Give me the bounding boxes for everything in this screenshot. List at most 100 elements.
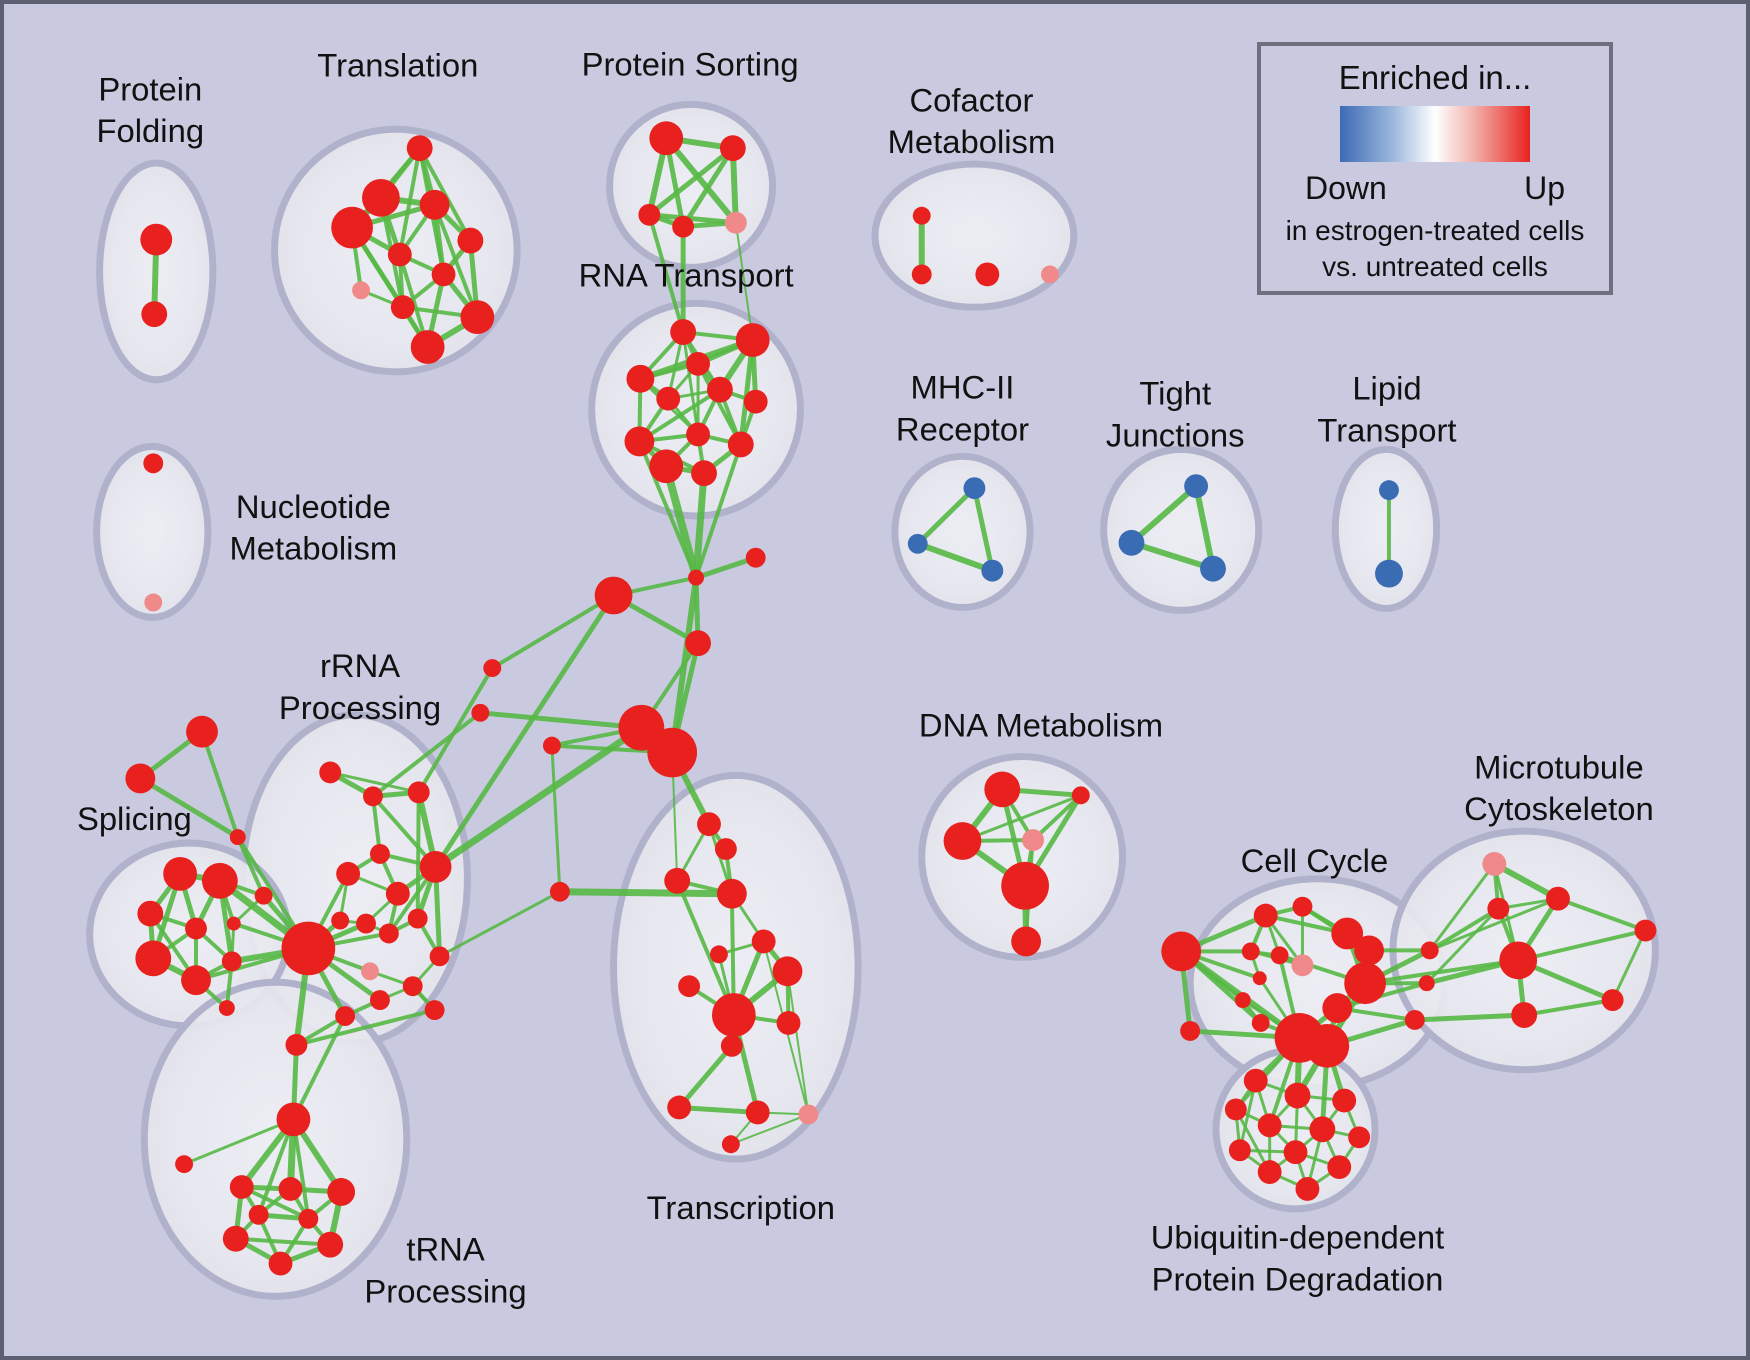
node-tr2[interactable]	[362, 178, 400, 217]
node-dm5[interactable]	[1001, 861, 1049, 910]
node-s10[interactable]	[218, 1000, 235, 1017]
node-cch2[interactable]	[1305, 1023, 1350, 1068]
node-tr1[interactable]	[406, 135, 433, 162]
node-tc4[interactable]	[222, 1225, 249, 1252]
node-lt1[interactable]	[1379, 480, 1399, 501]
node-j1[interactable]	[688, 569, 705, 586]
node-tr8[interactable]	[352, 281, 370, 300]
node-mt4[interactable]	[1511, 1002, 1538, 1028]
node-r5[interactable]	[336, 861, 361, 886]
node-r6[interactable]	[385, 881, 410, 906]
node-s7[interactable]	[221, 951, 242, 972]
node-tr6[interactable]	[387, 242, 412, 267]
node-mt3[interactable]	[1499, 941, 1538, 980]
node-na[interactable]	[483, 659, 502, 678]
node-rt3[interactable]	[626, 364, 655, 393]
node-jm[interactable]	[685, 630, 711, 657]
node-u8[interactable]	[1228, 1139, 1251, 1162]
node-tj2[interactable]	[1118, 529, 1145, 556]
node-k3[interactable]	[1404, 1010, 1425, 1030]
node-r10[interactable]	[407, 908, 428, 929]
node-tx8[interactable]	[711, 993, 756, 1037]
node-pf1[interactable]	[140, 223, 173, 256]
node-lt2[interactable]	[1375, 559, 1403, 588]
node-mt6[interactable]	[1634, 919, 1657, 942]
node-s5[interactable]	[226, 916, 241, 931]
node-tc7[interactable]	[248, 1204, 269, 1225]
node-rt12[interactable]	[691, 460, 717, 487]
node-tc8[interactable]	[298, 1208, 319, 1229]
node-cc1[interactable]	[1253, 903, 1278, 928]
node-dm3[interactable]	[943, 822, 982, 860]
node-cc10[interactable]	[1234, 992, 1251, 1009]
node-rc[interactable]	[285, 1033, 308, 1056]
node-tx4[interactable]	[716, 878, 747, 909]
node-s4[interactable]	[185, 917, 207, 940]
node-tr9[interactable]	[390, 295, 415, 320]
node-rt11[interactable]	[649, 449, 684, 484]
node-tc2[interactable]	[278, 1177, 303, 1201]
node-ps4[interactable]	[672, 215, 695, 238]
node-tx2[interactable]	[714, 838, 737, 860]
node-tc3[interactable]	[327, 1178, 356, 1206]
node-rt6[interactable]	[706, 376, 733, 403]
node-cc8[interactable]	[1322, 993, 1353, 1023]
node-u7[interactable]	[1348, 1126, 1371, 1149]
node-u1[interactable]	[1243, 1068, 1268, 1093]
node-tj3[interactable]	[1200, 555, 1226, 582]
node-trh[interactable]	[276, 1102, 311, 1137]
node-r11[interactable]	[361, 962, 379, 981]
node-rt5[interactable]	[656, 386, 681, 411]
node-r15[interactable]	[335, 1006, 356, 1026]
node-dm2[interactable]	[1071, 786, 1090, 805]
node-u11[interactable]	[1257, 1160, 1282, 1185]
node-cc2[interactable]	[1292, 896, 1313, 917]
node-cc4[interactable]	[1270, 946, 1289, 965]
node-dm1[interactable]	[984, 771, 1021, 808]
node-tr5[interactable]	[457, 227, 484, 254]
node-tx11[interactable]	[720, 1034, 743, 1057]
node-tx15[interactable]	[721, 1135, 740, 1154]
node-cf4[interactable]	[1041, 265, 1059, 284]
node-tx7[interactable]	[678, 975, 701, 998]
node-r1[interactable]	[319, 761, 342, 784]
node-spC[interactable]	[229, 829, 246, 846]
node-mt2[interactable]	[1487, 897, 1510, 920]
node-tx14[interactable]	[798, 1104, 819, 1125]
node-dm6[interactable]	[1011, 926, 1042, 957]
node-nm1[interactable]	[143, 453, 164, 474]
node-r3[interactable]	[407, 781, 430, 804]
node-s3[interactable]	[137, 900, 164, 927]
node-r16[interactable]	[424, 1000, 445, 1020]
node-rt4[interactable]	[686, 351, 710, 376]
node-tx5[interactable]	[709, 945, 728, 964]
node-u4[interactable]	[1224, 1098, 1247, 1121]
node-u2[interactable]	[1284, 1082, 1311, 1109]
node-r7[interactable]	[331, 911, 350, 930]
node-r12[interactable]	[429, 946, 450, 967]
node-u6[interactable]	[1309, 1116, 1336, 1143]
node-rrbig[interactable]	[281, 921, 336, 976]
node-rrh[interactable]	[419, 850, 452, 883]
node-spB[interactable]	[125, 763, 156, 794]
node-tr7[interactable]	[431, 262, 456, 287]
node-r14[interactable]	[369, 990, 390, 1011]
node-rt1[interactable]	[670, 319, 697, 345]
node-r8[interactable]	[356, 913, 376, 934]
node-mtp[interactable]	[1482, 851, 1507, 876]
node-rt7[interactable]	[743, 389, 768, 414]
node-tc1[interactable]	[229, 1175, 254, 1199]
node-ccl2[interactable]	[1180, 1020, 1201, 1041]
node-js[interactable]	[542, 736, 561, 755]
node-u9[interactable]	[1283, 1140, 1308, 1165]
node-r9[interactable]	[378, 923, 399, 944]
node-tx9[interactable]	[772, 956, 803, 987]
node-ps2[interactable]	[719, 135, 746, 162]
node-rt9[interactable]	[624, 426, 655, 457]
node-s2[interactable]	[201, 862, 238, 899]
node-mh2[interactable]	[907, 533, 928, 554]
node-rt10[interactable]	[727, 431, 754, 458]
node-rt8[interactable]	[686, 422, 710, 447]
node-spA[interactable]	[186, 715, 218, 748]
node-tx1[interactable]	[697, 812, 721, 837]
